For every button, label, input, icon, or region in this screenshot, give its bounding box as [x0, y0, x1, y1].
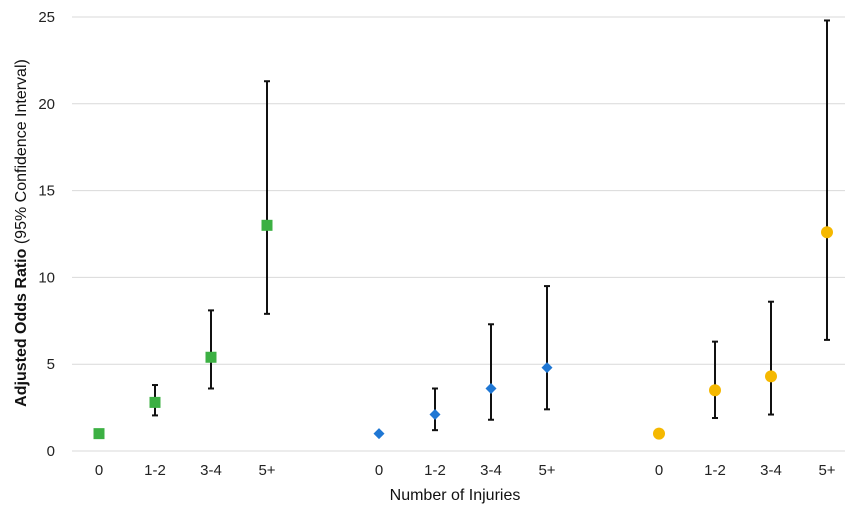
x-tick-label: 3-4 — [760, 462, 782, 479]
x-tick-labels: 0 1-2 3-4 5+ 0 1-2 3-4 5+ 0 1-2 3-4 5+ — [95, 462, 836, 479]
data-point-square — [93, 428, 105, 440]
data-point-circle — [765, 370, 777, 383]
x-tick-label: 0 — [95, 462, 103, 479]
x-tick-label: 0 — [375, 462, 383, 479]
x-tick-label: 5+ — [818, 462, 835, 479]
data-point-diamond — [485, 383, 497, 395]
data-point-circle — [709, 384, 721, 397]
data-point-circle — [653, 427, 665, 440]
x-tick-label: 5+ — [258, 462, 275, 479]
x-tick-label: 1-2 — [704, 462, 726, 479]
data-point-square — [149, 396, 161, 408]
y-tick-labels: 0 5 10 15 20 25 — [38, 9, 55, 460]
x-axis-title: Number of Injuries — [390, 487, 521, 504]
y-axis-title-rest: (95% Confidence Interval) — [13, 59, 30, 248]
y-tick-label: 15 — [38, 183, 55, 200]
x-tick-label: 3-4 — [480, 462, 502, 479]
x-tick-label: 5+ — [538, 462, 555, 479]
x-tick-label: 1-2 — [144, 462, 166, 479]
data-point-square — [261, 219, 273, 231]
gridlines — [72, 16, 845, 452]
data-point-square — [205, 351, 217, 363]
y-tick-label: 5 — [47, 356, 55, 373]
data-markers — [93, 219, 833, 440]
data-point-diamond — [373, 428, 385, 440]
x-tick-label: 0 — [655, 462, 663, 479]
y-axis-title-bold: Adjusted Odds Ratio — [13, 248, 30, 406]
y-tick-label: 25 — [38, 9, 55, 26]
x-tick-label: 1-2 — [424, 462, 446, 479]
y-tick-label: 10 — [38, 269, 55, 286]
y-axis-title: Adjusted Odds Ratio (95% Confidence Inte… — [13, 59, 30, 407]
data-point-diamond — [429, 409, 441, 421]
data-point-diamond — [541, 362, 553, 374]
error-bars — [152, 19, 830, 432]
y-tick-label: 20 — [38, 96, 55, 113]
data-point-circle — [821, 226, 833, 239]
x-tick-label: 3-4 — [200, 462, 222, 479]
y-tick-label: 0 — [47, 443, 55, 460]
